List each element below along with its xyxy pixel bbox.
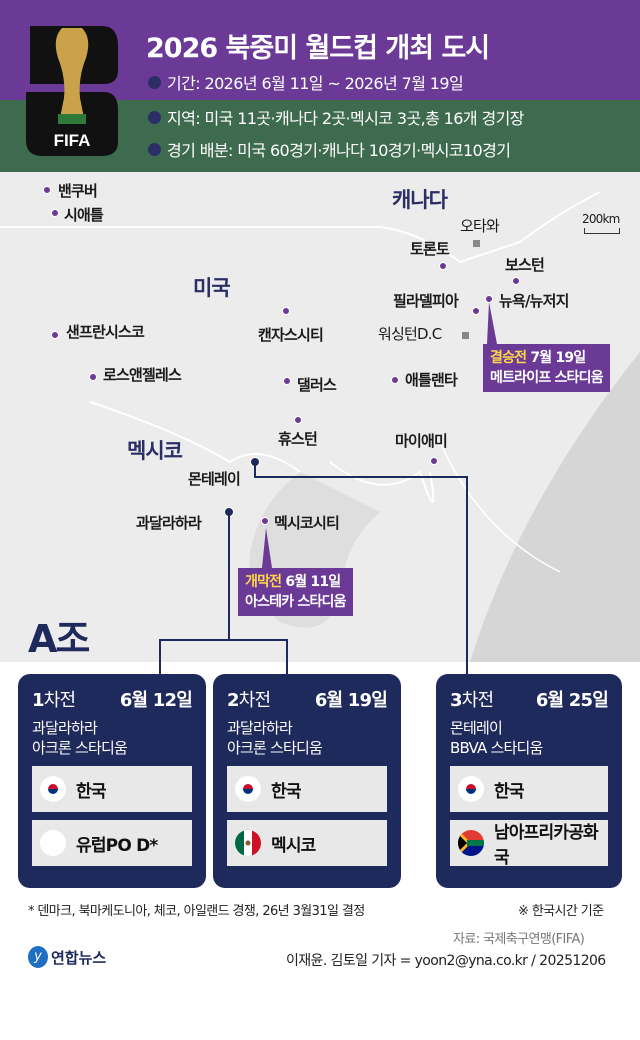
time-note: ※ 한국시간 기준 [518,904,604,919]
capital-washington-dc: 워싱턴D.C [378,325,442,343]
callout-pointers [262,302,497,568]
korea-flag-icon [40,776,66,802]
source: 자료: 국제축구연맹(FIFA) [453,932,585,947]
city-los-angeles: 로스앤젤레스 [103,366,182,384]
info-period: 기간: 2026년 6월 11일 ~ 2026년 7월 19일 [148,70,464,94]
city-seattle: 시애틀 [64,206,104,224]
city-atlanta: 애틀랜타 [405,371,458,389]
bullet-icon [148,142,161,156]
capital-ottawa: 오타와 [460,217,500,235]
yonhap-logo: y 연합뉴스 [28,946,106,968]
south-africa-flag-icon [458,830,484,856]
team-row: 한국 [32,766,192,812]
fifa-logo-text: FIFA [54,131,91,150]
final-callout: 결승전 7월 19일 메트라이프 스타디움 [483,344,610,392]
city-monterrey: 몬테레이 [188,470,241,488]
blank-flag-icon [40,830,66,856]
country-label-usa: 미국 [193,276,231,300]
city-guadalajara: 과달라하라 [136,514,202,532]
team-row: 한국 [227,766,387,812]
city-san-francisco: 샌프란시스코 [66,323,145,341]
world-cup-2026-logo: FIFA [26,26,118,156]
team-row: 한국 [450,766,608,812]
host-city-map: 캐나다 미국 멕시코 200km 밴쿠버 시애틀 샌프란시스코 로스앤젤레스 캔… [0,172,640,662]
footnote: * 덴마크, 북마케도니아, 체코, 아일랜드 경쟁, 26년 3월31일 결정 [28,904,365,919]
match-card-3: 3차전 6월 25일 몬테레이 BBVA 스타디움 한국 남아프리카공화국 [436,674,622,888]
city-houston: 휴스턴 [278,430,318,448]
page-title: 2026 북중미 월드컵 개최 도시 [146,33,490,64]
city-vancouver: 밴쿠버 [58,182,98,200]
bullet-icon [148,75,161,89]
info-matches: 경기 배분: 미국 60경기·캐나다 10경기·멕시코10경기 [148,137,511,161]
opening-callout: 개막전 6월 11일 아스테카 스타디움 [238,568,353,616]
country-label-canada: 캐나다 [392,188,448,212]
group-label: A조 [28,617,90,661]
mexico-flag-icon [235,830,261,856]
scale-bar [584,228,620,234]
city-kansas-city: 캔자스시티 [258,326,324,344]
team-row: 멕시코 [227,820,387,866]
city-new-york-new-jersey: 뉴욕/뉴저지 [499,292,569,310]
header-banner: FIFA 2026 북중미 월드컵 개최 도시 기간: 2026년 6월 11일… [0,0,640,172]
match-card-1: 1차전 6월 12일 과달라하라 아크론 스타디움 한국 유럽PO D* [18,674,206,888]
city-dallas: 댈러스 [297,376,337,394]
city-miami: 마이애미 [395,432,448,450]
city-mexico-city: 멕시코시티 [274,514,340,532]
credit: 이재윤. 김토일 기자 = yoon2@yna.co.kr / 20251206 [286,953,606,969]
bullet-icon [148,110,161,124]
connector-lines [159,462,468,674]
city-philadelphia: 필라델피아 [393,292,459,310]
team-row: 유럽PO D* [32,820,192,866]
country-label-mexico: 멕시코 [127,439,183,463]
info-region: 지역: 미국 11곳·캐나다 2곳·멕시코 3곳,총 16개 경기장 [148,105,524,129]
city-boston: 보스턴 [505,256,545,274]
korea-flag-icon [458,776,484,802]
korea-flag-icon [235,776,261,802]
yonhap-logo-icon: y [28,946,48,968]
team-row: 남아프리카공화국 [450,820,608,868]
city-toronto: 토론토 [410,240,450,258]
scale-label: 200km [582,212,620,226]
match-card-2: 2차전 6월 19일 과달라하라 아크론 스타디움 한국 멕시코 [213,674,401,888]
